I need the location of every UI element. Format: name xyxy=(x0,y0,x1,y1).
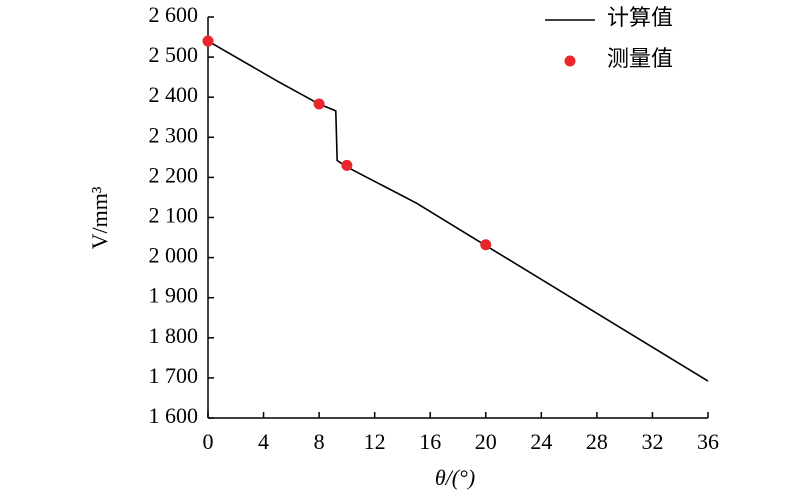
legend-label: 计算值 xyxy=(607,5,673,30)
legend-label: 测量值 xyxy=(607,46,673,71)
marker xyxy=(480,239,492,251)
x-tick-label: 4 xyxy=(258,429,269,454)
x-tick-label: 36 xyxy=(697,429,719,454)
y-tick-label: 2 500 xyxy=(149,42,199,67)
legend-marker xyxy=(564,55,576,67)
x-tick-label: 20 xyxy=(475,429,497,454)
y-axis-title: V/mm³ xyxy=(87,186,112,249)
marker xyxy=(313,98,325,110)
y-tick-label: 1 900 xyxy=(149,283,199,308)
line xyxy=(207,40,709,382)
y-tick-label: 1 600 xyxy=(149,403,199,428)
marker xyxy=(202,35,214,47)
y-tick-label: 2 600 xyxy=(149,2,199,27)
x-tick-label: 12 xyxy=(364,429,386,454)
x-tick-label: 32 xyxy=(641,429,663,454)
y-tick-label: 1 800 xyxy=(149,323,199,348)
marker xyxy=(341,159,353,171)
y-tick-label: 1 700 xyxy=(149,363,199,388)
y-tick-label: 2 400 xyxy=(149,82,199,107)
y-tick-label: 2 000 xyxy=(149,243,199,268)
x-tick-label: 28 xyxy=(586,429,608,454)
y-tick-label: 2 200 xyxy=(149,162,199,187)
x-axis-title: θ/(°) xyxy=(435,465,475,490)
x-tick-label: 16 xyxy=(419,429,441,454)
x-tick-label: 0 xyxy=(203,429,214,454)
x-tick-label: 8 xyxy=(314,429,325,454)
y-tick-label: 2 100 xyxy=(149,203,199,228)
y-tick-label: 2 300 xyxy=(149,122,199,147)
x-tick-label: 24 xyxy=(530,429,552,454)
